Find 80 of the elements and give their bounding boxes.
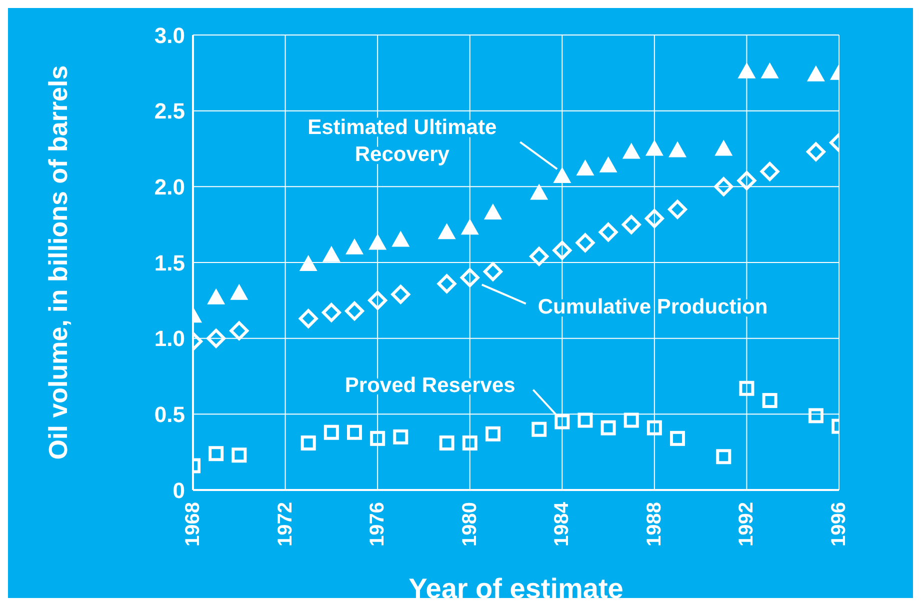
point — [668, 200, 687, 219]
point — [600, 420, 616, 436]
x-tick-label: 1992 — [736, 502, 758, 546]
point — [232, 448, 247, 463]
point — [347, 424, 362, 440]
x-tick-label: 1996 — [828, 502, 850, 546]
point — [806, 142, 826, 162]
x-tick-label: 1988 — [643, 502, 666, 546]
point — [298, 309, 318, 328]
point — [300, 435, 316, 450]
y-tick-label: 1.5 — [154, 250, 185, 276]
point — [760, 62, 779, 78]
point — [530, 184, 548, 200]
point — [392, 230, 410, 247]
point — [599, 156, 618, 172]
point — [230, 321, 249, 340]
x-axis-title: Year of estimate — [408, 573, 624, 604]
point — [738, 62, 756, 78]
point — [460, 218, 479, 235]
point — [553, 167, 572, 184]
point — [714, 177, 734, 196]
point — [438, 223, 456, 240]
point — [299, 255, 318, 272]
point — [530, 246, 549, 266]
point — [670, 430, 685, 446]
point — [624, 412, 639, 428]
point — [346, 238, 364, 254]
point — [368, 290, 388, 310]
point — [437, 274, 456, 294]
point — [532, 422, 547, 437]
x-tick-label: 1984 — [551, 501, 574, 546]
point — [554, 414, 570, 430]
point — [576, 233, 595, 252]
point — [645, 140, 664, 156]
point — [322, 246, 340, 262]
point — [806, 65, 825, 82]
x-tick-label: 1980 — [458, 502, 481, 546]
point — [598, 222, 618, 242]
point — [760, 162, 780, 181]
x-tick-label: 1968 — [182, 502, 204, 546]
point — [207, 288, 226, 304]
point — [646, 420, 662, 436]
point — [208, 446, 224, 462]
point — [439, 435, 454, 450]
point — [644, 209, 664, 228]
point — [739, 380, 754, 396]
point — [345, 302, 364, 321]
point — [578, 412, 593, 428]
y-tick-label: 0.5 — [154, 402, 185, 427]
point — [460, 268, 480, 288]
point — [668, 141, 686, 158]
point — [483, 262, 502, 282]
point — [322, 303, 341, 322]
point — [484, 203, 502, 220]
point — [324, 424, 339, 440]
point — [370, 430, 386, 446]
y-tick-label: 2.5 — [154, 98, 185, 124]
point — [716, 449, 732, 464]
point — [393, 429, 408, 444]
point — [808, 408, 824, 424]
point — [737, 171, 756, 190]
x-tick-label: 1972 — [274, 502, 296, 546]
point — [230, 284, 248, 300]
point — [762, 393, 778, 408]
y-axis-title: Oil volume, in billions of barrels — [43, 65, 74, 460]
point — [462, 435, 478, 450]
y-tick-label: 3.0 — [154, 22, 185, 48]
y-tick-label: 1.0 — [154, 326, 185, 352]
point — [714, 140, 733, 156]
y-tick-label: 0 — [172, 478, 185, 503]
point — [391, 284, 410, 304]
point — [206, 328, 226, 348]
x-tick-label: 1976 — [366, 502, 389, 546]
point — [622, 215, 641, 234]
point — [485, 426, 500, 442]
point — [552, 240, 572, 260]
point — [576, 159, 594, 176]
y-tick-label: 2.0 — [154, 174, 185, 200]
point — [622, 142, 640, 159]
point — [368, 234, 387, 250]
